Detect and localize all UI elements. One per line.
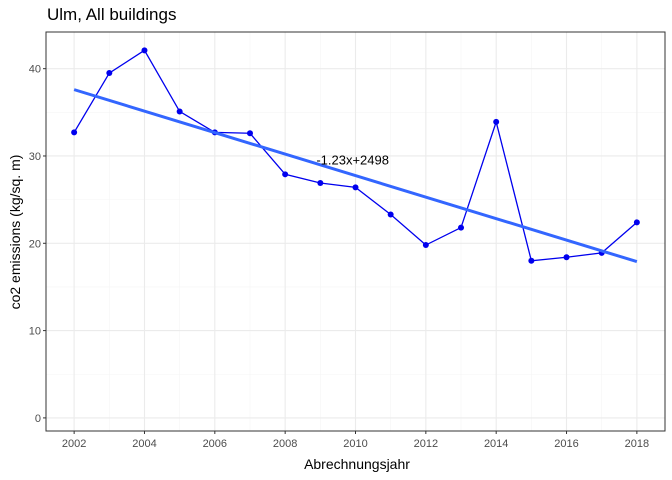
data-point — [528, 257, 535, 264]
data-point — [493, 118, 500, 125]
x-tick-label: 2012 — [414, 438, 438, 450]
trend-equation-label: -1.23x+2498 — [316, 152, 389, 167]
data-point — [282, 171, 289, 178]
data-point — [106, 70, 113, 77]
series-layer — [71, 47, 640, 264]
y-tick-label: 40 — [29, 64, 41, 76]
x-tick-label: 2008 — [273, 438, 297, 450]
y-tick-label: 20 — [29, 238, 41, 250]
data-point — [458, 224, 465, 231]
x-axis: 2002 2004 2006 2008 2010 2012 2014 2016 2018 — [62, 431, 649, 450]
data-point — [387, 211, 394, 218]
data-point — [352, 184, 359, 191]
chart-title: Ulm, All buildings — [47, 5, 176, 24]
x-tick-label: 2004 — [132, 438, 156, 450]
x-tick-label: 2010 — [343, 438, 367, 450]
x-tick-label: 2014 — [484, 438, 508, 450]
grid — [46, 32, 665, 431]
x-tick-label: 2006 — [203, 438, 227, 450]
data-point — [246, 130, 253, 137]
x-tick-label: 2002 — [62, 438, 86, 450]
y-axis-title: co2 emissions (kg/sq. m) — [7, 155, 23, 310]
trend-layer: -1.23x+2498 — [73, 88, 638, 264]
data-point — [176, 108, 183, 115]
y-axis: 0 10 20 30 40 — [29, 64, 46, 425]
data-point — [71, 129, 78, 136]
trend-line — [73, 88, 638, 264]
x-tick-label: 2018 — [625, 438, 649, 450]
data-point — [422, 242, 429, 249]
data-point — [317, 180, 324, 187]
x-tick-label: 2016 — [554, 438, 578, 450]
data-point — [633, 219, 640, 226]
y-tick-label: 30 — [29, 151, 41, 163]
data-point — [563, 254, 570, 261]
panel-border — [45, 31, 666, 432]
x-axis-title: Abrechnungsjahr — [304, 456, 410, 472]
y-tick-label: 0 — [35, 413, 41, 425]
data-point — [141, 47, 148, 54]
y-tick-label: 10 — [29, 326, 41, 338]
